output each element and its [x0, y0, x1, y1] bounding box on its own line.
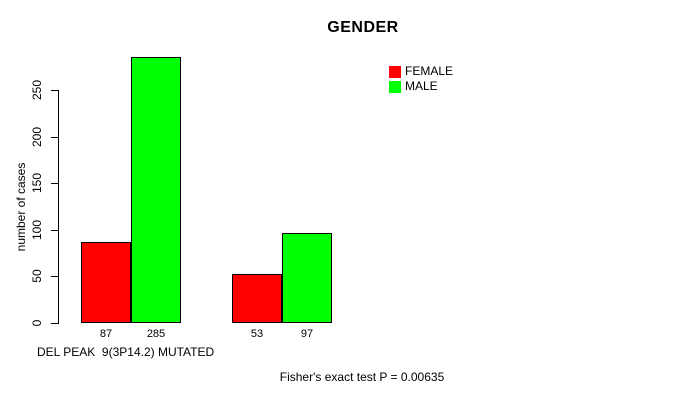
legend-label: FEMALE — [405, 64, 454, 78]
bar-value-label: 53 — [250, 328, 264, 340]
x-axis-label: DEL PEAK 9(3P14.2) MUTATED — [37, 345, 215, 359]
legend-swatch — [389, 65, 401, 78]
bar-value-label: 97 — [300, 328, 314, 340]
chart-title: GENDER — [327, 19, 399, 36]
bar-male-g1 — [131, 57, 181, 323]
y-tick-label: 50 — [30, 269, 44, 283]
bar-female-g1 — [81, 242, 131, 323]
y-tick-label: 250 — [30, 79, 44, 101]
bar-male-g2 — [282, 233, 332, 323]
stat-annotation: Fisher's exact test P = 0.00635 — [279, 370, 445, 384]
y-tick-label: 0 — [30, 319, 44, 327]
y-tick-mark — [51, 276, 58, 277]
legend-row: FEMALE — [389, 65, 453, 78]
y-tick-mark — [51, 137, 58, 138]
legend-row: MALE — [389, 80, 453, 93]
y-tick-mark — [51, 90, 58, 91]
legend-swatch — [389, 80, 401, 93]
bar-value-label: 87 — [99, 328, 113, 340]
bar-female-g2 — [232, 274, 282, 323]
legend: FEMALE MALE — [389, 65, 453, 95]
y-tick-mark — [51, 183, 58, 184]
legend-label: MALE — [405, 79, 438, 93]
y-axis-label: number of cases — [14, 162, 28, 252]
y-tick-label: 100 — [30, 219, 44, 241]
y-axis-line — [58, 90, 59, 324]
bar-value-label: 285 — [146, 328, 166, 340]
y-tick-mark — [51, 230, 58, 231]
y-tick-mark — [51, 323, 58, 324]
y-tick-label: 150 — [30, 172, 44, 194]
y-tick-label: 200 — [30, 126, 44, 148]
